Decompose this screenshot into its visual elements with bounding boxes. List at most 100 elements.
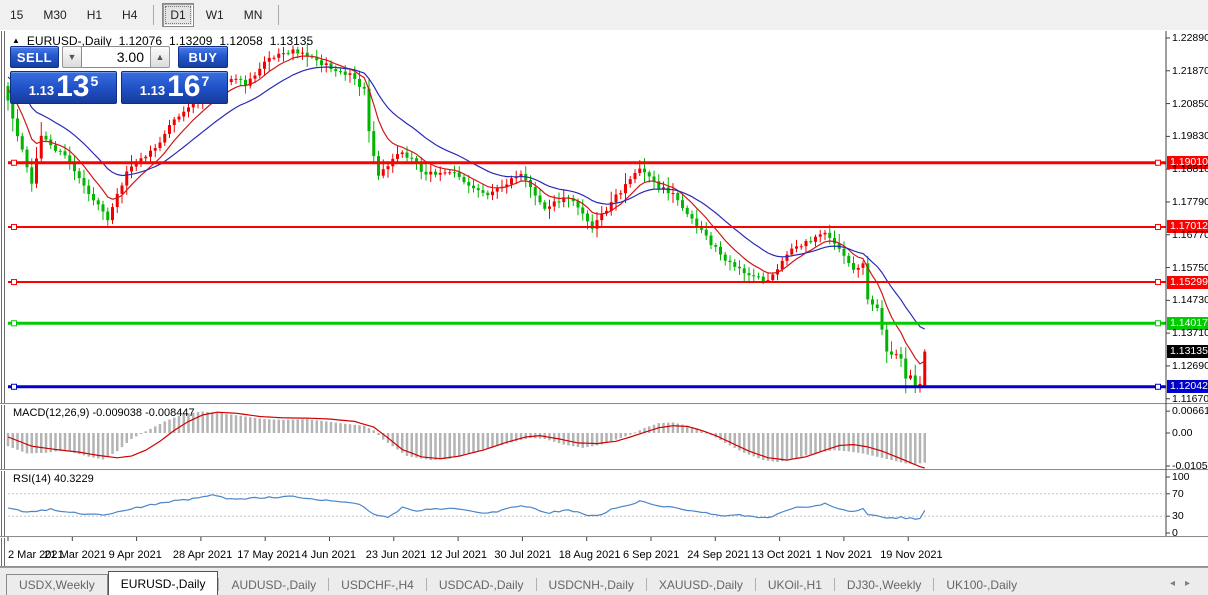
timeframe-button-h1[interactable]: H1 [86,8,103,22]
sell-price-big: 13 [56,70,90,103]
rsi-indicator-label: RSI(14) 40.3229 [13,473,94,485]
buy-price-display[interactable]: 1.13 16 7 [121,71,228,104]
chart-tab-eurusd-daily[interactable]: EURUSD-,Daily [107,571,219,595]
date-axis-label: 21 Mar 2021 [44,549,107,561]
ohlc-close: 1.13135 [269,34,314,48]
date-axis-label: 30 Jul 2021 [494,549,552,561]
date-axis-label: 1 Nov 2021 [815,549,873,561]
chart-title: ▲ EURUSD-,Daily 1.12076 1.13209 1.12058 … [12,34,313,48]
tab-separator [833,578,835,591]
timeframe-button-mn[interactable]: MN [243,8,263,22]
level-price-label: 1.12042 [1167,380,1208,394]
toolbar-separator [153,5,155,25]
chart-tab-usdchf-h4[interactable]: USDCHF-,H4 [341,577,414,592]
chart-tab-usdcad-daily[interactable]: USDCAD-,Daily [438,577,524,592]
tab-separator [425,578,427,591]
buy-price-sup: 7 [201,73,210,89]
chart-tab-usdcnh-daily[interactable]: USDCNH-,Daily [548,577,634,592]
chart-tab-uk100-daily[interactable]: UK100-,Daily [946,577,1018,592]
sell-price-display[interactable]: 1.13 13 5 [10,71,117,104]
tab-separator [933,578,935,591]
buy-price-big: 16 [167,70,201,103]
chart-tab-bar: USDX,Weekly EURUSD-,Daily AUDUSD-,Daily USD… [0,567,1208,595]
price-axis-tick-label: 1.12690 [1172,359,1208,372]
chart-tab-xauusd-daily[interactable]: XAUUSD-,Daily [658,577,743,592]
tab-separator [328,578,330,591]
level-price-label: 1.14017 [1167,316,1208,330]
timeframe-button-d1[interactable]: D1 [162,3,194,27]
rsi-axis-tick-label: 0 [1172,527,1178,539]
date-axis-label: 17 May 2021 [237,549,301,561]
macd-panel-separator[interactable] [0,403,1208,405]
timeframe-toolbar: 15 M30 H1 H4 D1 W1 MN [0,0,1208,31]
level-price-label: 1.17012 [1167,220,1208,234]
macd-axis-tick-label: 0.006611 [1172,405,1208,418]
ohlc-high: 1.13209 [169,34,213,48]
tab-separator [645,578,647,591]
xaxis-separator [0,536,1208,538]
price-axis-tick-label: 1.16770 [1172,228,1208,241]
level-price-label: 1.15299 [1167,275,1208,289]
price-axis-tick-label: 1.18810 [1172,163,1208,176]
sell-price-prefix: 1.13 [28,83,55,98]
tab-separator [218,578,220,591]
volume-decrease-button[interactable]: ▼ [62,46,82,68]
timeframe-button-h4[interactable]: H4 [122,8,138,22]
volume-input[interactable]: 3.00 [81,46,151,68]
date-axis-label: 12 Jul 2021 [430,549,487,561]
level-price-label: 1.19010 [1167,156,1208,170]
date-axis-label: 24 Sep 2021 [687,549,750,561]
buy-button[interactable]: BUY [178,46,228,68]
chart-symbol-label: EURUSD-,Daily [26,34,112,48]
macd-axis-tick-label: -0.01059 [1172,460,1208,472]
tab-separator [535,578,537,591]
sell-button[interactable]: SELL [10,46,59,68]
price-axis-tick-label: 1.11670 [1172,392,1208,405]
price-axis-tick-label: 1.14730 [1172,294,1208,307]
date-axis-label: 23 Jun 2021 [365,549,427,561]
date-axis-label: 6 Sep 2021 [623,549,680,561]
date-axis-label: 13 Oct 2021 [751,549,812,561]
sell-price-sup: 5 [90,73,99,89]
chart-tab-audusd-daily[interactable]: AUDUSD-,Daily [231,577,317,592]
ohlc-open: 1.12076 [118,34,162,48]
rsi-axis-tick-label: 100 [1172,471,1190,483]
price-axis-tick-label: 1.17790 [1172,195,1208,208]
timeframe-button-15[interactable]: 15 [10,8,24,22]
price-axis-tick-label: 1.15750 [1172,261,1208,274]
volume-increase-button[interactable]: ▲ [150,46,170,68]
price-axis-tick-label: 1.20850 [1172,97,1208,110]
chart-tab-usdx-weekly[interactable]: USDX,Weekly [6,574,108,595]
chart-window[interactable] [0,30,1208,567]
date-axis-label: 2 Mar 2021 [8,549,64,561]
toolbar-separator [278,5,280,25]
rsi-panel-separator[interactable] [0,469,1208,471]
window-bottom-border [0,566,1208,567]
macd-axis-tick-label: 0.00 [1172,427,1193,439]
window-left-border-inner [4,31,5,567]
rsi-axis-tick-label: 30 [1172,510,1184,523]
macd-indicator-label: MACD(12,26,9) -0.009038 -0.008447 [13,407,195,419]
timeframe-button-m30[interactable]: M30 [43,8,67,22]
chart-tab-dj30-weekly[interactable]: DJ30-,Weekly [846,577,922,592]
chart-tab-ukoil-h1[interactable]: UKOil-,H1 [767,577,822,592]
date-axis-label: 19 Nov 2021 [880,549,943,561]
date-axis-label: 28 Apr 2021 [172,549,233,561]
window-left-border [1,31,2,567]
price-axis-tick-label: 1.21870 [1172,64,1208,77]
ohlc-low: 1.12058 [219,34,263,48]
date-axis-label: 9 Apr 2021 [108,549,162,561]
date-axis-label: 18 Aug 2021 [558,549,621,561]
rsi-axis-tick-label: 70 [1172,487,1184,500]
tab-scroll-left-icon[interactable]: ◂ [1169,578,1185,589]
date-axis-label: 4 Jun 2021 [301,549,356,561]
timeframe-button-w1[interactable]: W1 [205,8,224,22]
price-axis-tick-label: 1.19830 [1172,130,1208,143]
buy-price-prefix: 1.13 [139,83,166,98]
current-price-label: 1.13135 [1167,345,1208,359]
tab-scroll-right-icon[interactable]: ▸ [1184,578,1200,589]
price-axis-tick-label: 1.22890 [1172,32,1208,44]
collapse-panel-icon[interactable]: ▲ [12,35,20,45]
tab-scroll-arrows[interactable]: ◂▸ [1170,578,1200,589]
